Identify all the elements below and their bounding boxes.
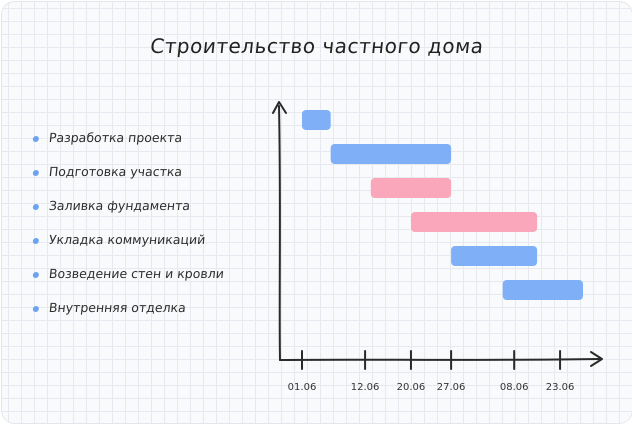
x-tick-label: 01.06	[288, 382, 317, 393]
x-axis	[279, 358, 601, 361]
x-tick-label: 12.06	[351, 382, 380, 393]
x-axis-arrow-icon	[590, 351, 603, 367]
gantt-bar	[302, 110, 331, 130]
gantt-bar	[370, 178, 452, 198]
x-tick-label: 08.06	[500, 382, 529, 393]
gantt-bar	[330, 144, 452, 164]
y-axis	[278, 105, 281, 361]
gantt-bar	[502, 280, 583, 300]
x-tick-label: 27.06	[437, 382, 466, 393]
x-tick-label: 20.06	[397, 382, 426, 393]
x-tick-label: 23.06	[546, 382, 575, 393]
y-axis-arrow-icon	[272, 101, 287, 114]
gantt-bar	[451, 246, 538, 266]
gantt-bar	[410, 212, 538, 232]
